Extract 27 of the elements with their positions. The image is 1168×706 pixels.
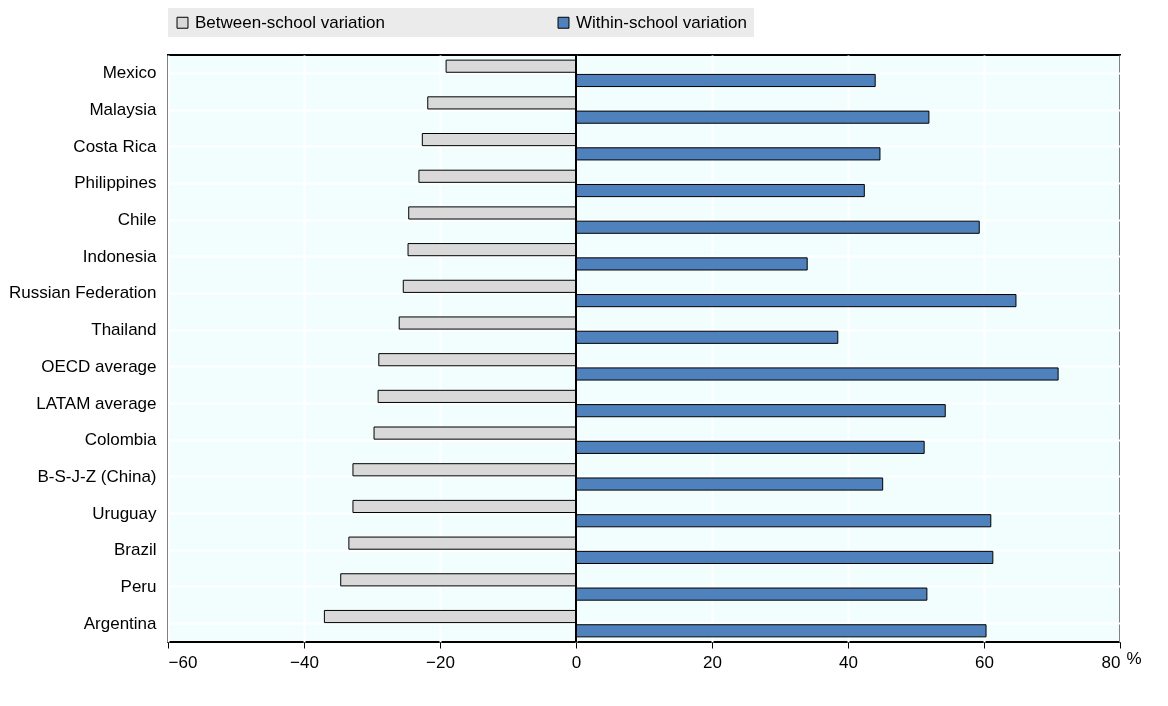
legend-label: Within-school variation	[576, 12, 748, 32]
x-axis-title: %	[1126, 648, 1142, 668]
y-tick-label: Philippines	[74, 173, 157, 193]
y-tick-label: OECD average	[41, 356, 157, 376]
x-tick-label: 20	[703, 652, 722, 672]
y-tick-label: Mexico	[102, 63, 157, 83]
y-tick-label: Thailand	[91, 320, 157, 340]
legend-label: Between-school variation	[195, 12, 385, 32]
x-tick-label: 40	[839, 652, 858, 672]
y-tick-label: LATAM average	[36, 393, 157, 413]
x-tick-label: −60	[168, 652, 198, 672]
y-tick-label: Malaysia	[89, 100, 158, 120]
x-tick-label: −20	[426, 652, 455, 672]
y-tick-label: B-S-J-Z (China)	[37, 466, 157, 486]
y-tick-label: Uruguay	[92, 503, 157, 523]
y-tick-label: Indonesia	[82, 246, 158, 266]
y-tick-label: Brazil	[113, 540, 157, 560]
x-tick-label: 60	[975, 652, 994, 672]
y-tick-label: Costa Rica	[73, 136, 158, 156]
x-tick-label: −40	[290, 652, 319, 672]
x-tick-label: 80	[1101, 652, 1121, 672]
y-tick-label: Chile	[117, 210, 157, 230]
y-tick-label: Colombia	[84, 430, 158, 450]
y-tick-label: Russian Federation	[9, 283, 157, 303]
x-tick-label: 0	[571, 652, 582, 672]
y-tick-label: Peru	[120, 576, 157, 596]
y-tick-label: Argentina	[83, 613, 158, 633]
